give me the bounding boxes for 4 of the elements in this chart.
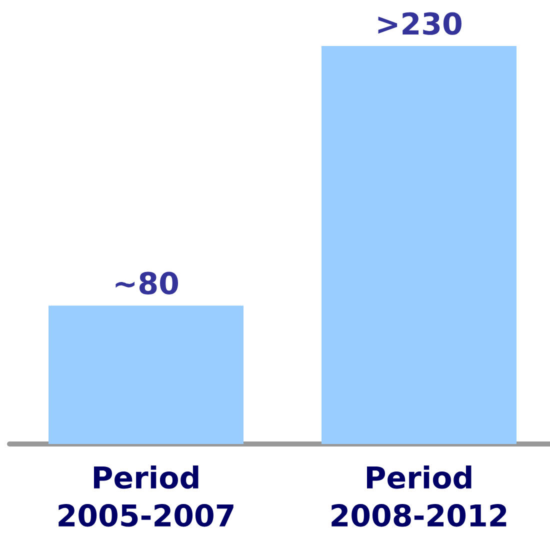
data-label: >230 — [378, 12, 462, 35]
data-label: ~80 — [116, 272, 178, 294]
x-tick-label: Period 2005-2007 — [58, 466, 234, 527]
x-tick-label: Period 2008-2012 — [332, 466, 506, 527]
